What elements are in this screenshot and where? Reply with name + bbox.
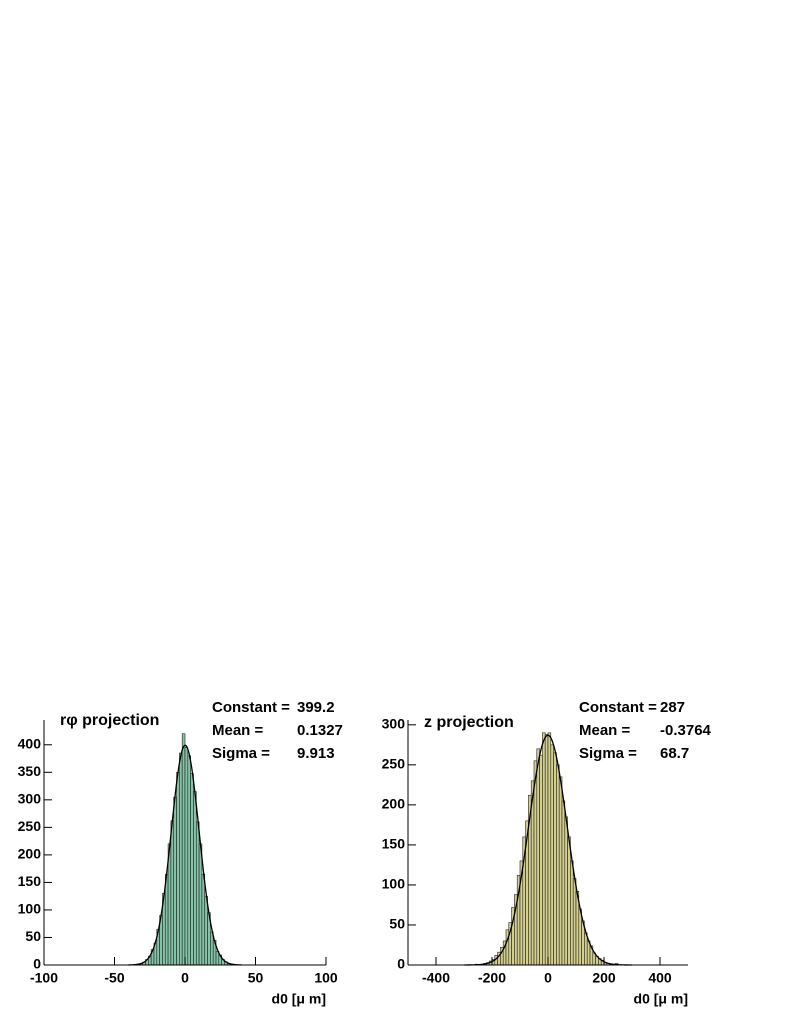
histogram-bar: [184, 747, 189, 966]
y-tick-label: 400: [18, 735, 42, 751]
y-tick-label: 200: [18, 846, 42, 862]
y-tick-label: 50: [25, 928, 41, 944]
y-tick-label: 150: [18, 873, 42, 889]
histogram-bar: [176, 772, 180, 966]
histogram-bar: [198, 843, 203, 966]
histogram-bar: [572, 878, 577, 966]
stat-value: 0.1327: [297, 722, 343, 739]
x-tick-label: 0: [544, 970, 552, 986]
stat-label: Constant =: [579, 699, 657, 716]
y-tick-label: 250: [382, 756, 406, 772]
plot-title: rφ projection: [60, 712, 159, 729]
histogram-bar: [195, 821, 200, 966]
histogram-bar: [164, 873, 169, 966]
y-tick-label: 50: [389, 916, 405, 932]
histogram-bar: [578, 908, 582, 966]
histogram-bar: [533, 760, 538, 966]
stat-value: -0.3764: [660, 722, 712, 739]
y-tick-label: 300: [18, 791, 42, 807]
histogram-bar: [542, 732, 546, 966]
y-tick-label: 0: [397, 956, 405, 972]
histogram-bar: [544, 734, 549, 966]
histogram-bar: [187, 755, 191, 966]
stat-value: 399.2: [297, 699, 335, 716]
x-tick-label: 50: [248, 970, 264, 986]
histogram-bar: [539, 754, 543, 966]
plot-title: z projection: [424, 714, 514, 731]
histogram-bar: [564, 816, 568, 966]
x-tick-label: 400: [648, 970, 672, 986]
fit-curve: [128, 744, 242, 966]
histogram-bar: [179, 752, 183, 966]
histogram-bar: [547, 732, 552, 966]
y-tick-label: 350: [18, 763, 42, 779]
y-tick-label: 100: [382, 876, 406, 892]
x-tick-label: 100: [314, 970, 338, 986]
x-tick-label: -200: [478, 970, 506, 986]
histogram-bar: [536, 748, 540, 966]
histogram-bar: [570, 860, 574, 966]
stat-label: Mean =: [212, 722, 264, 739]
histogram-bar: [181, 733, 186, 966]
y-tick-label: 300: [382, 716, 406, 732]
histogram-bar: [210, 931, 214, 966]
histogram-bar: [567, 836, 571, 966]
x-axis-label: d0 [μ m]: [634, 991, 688, 1007]
histogram-bar: [193, 791, 197, 966]
x-tick-label: -50: [104, 970, 124, 986]
stat-label: Sigma =: [579, 745, 637, 762]
stat-value: 287: [660, 699, 685, 716]
y-tick-label: 0: [33, 956, 41, 972]
stat-label: Sigma =: [212, 745, 270, 762]
histogram-bar: [170, 820, 175, 966]
histogram-bar: [556, 764, 560, 966]
y-tick-label: 200: [382, 796, 406, 812]
histogram-bar: [558, 776, 563, 966]
stat-value: 9.913: [297, 745, 335, 762]
histogram-bar: [190, 773, 194, 966]
stat-value: 68.7: [660, 745, 689, 762]
x-tick-label: -100: [30, 970, 58, 986]
histogram-bar: [550, 744, 554, 966]
y-tick-label: 250: [18, 818, 42, 834]
x-tick-label: 0: [181, 970, 189, 986]
histogram-bar: [201, 873, 206, 966]
histogram-bar: [561, 800, 566, 966]
y-tick-label: 100: [18, 901, 42, 917]
stat-label: Constant =: [212, 699, 290, 716]
histogram-bar: [204, 895, 208, 966]
stat-label: Mean =: [579, 722, 631, 739]
histogram-bar: [553, 752, 557, 966]
histogram-bar: [584, 932, 588, 966]
x-tick-label: 200: [592, 970, 616, 986]
x-tick-label: -400: [422, 970, 450, 986]
x-axis-label: d0 [μ m]: [272, 991, 326, 1007]
y-tick-label: 150: [382, 836, 406, 852]
histogram-bar: [173, 796, 177, 966]
